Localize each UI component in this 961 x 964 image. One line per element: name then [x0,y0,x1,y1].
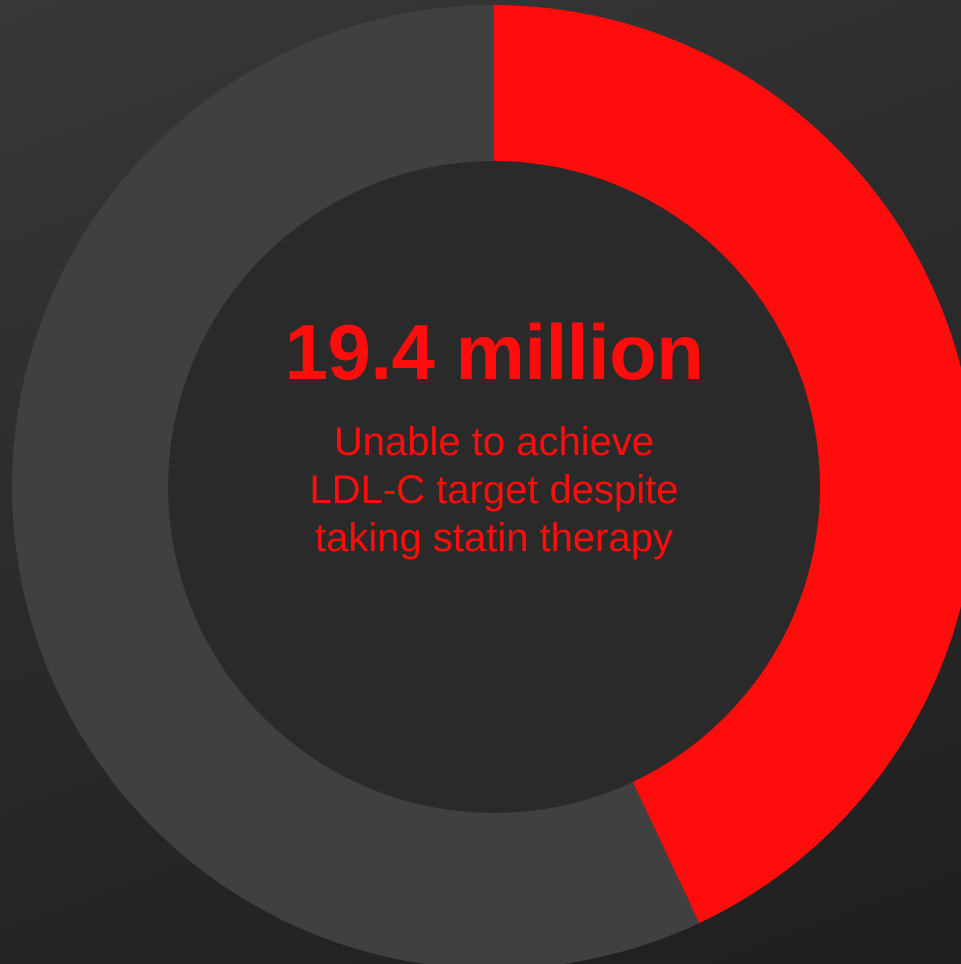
caption-line-1: Unable to achieve [333,419,655,464]
center-value: 19.4 million [284,308,704,396]
caption-line-2: LDL-C target despite [309,467,679,512]
center-label: 19.4 million Unable to achieve LDL-C tar… [169,308,819,562]
caption-line-3: taking statin therapy [315,515,673,560]
donut-hole [168,161,820,813]
center-caption: Unable to achieve LDL-C target despite t… [169,418,819,562]
